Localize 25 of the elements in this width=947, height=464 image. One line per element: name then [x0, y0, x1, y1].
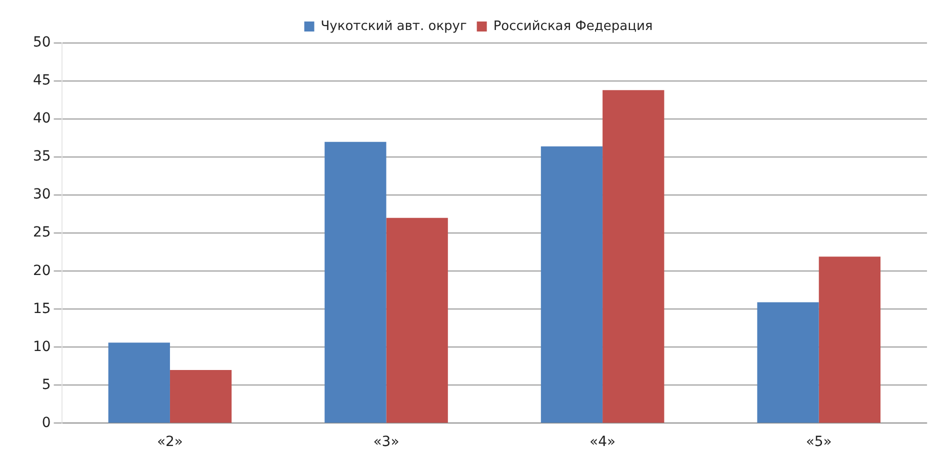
bar [386, 218, 448, 423]
y-tick-label: 10 [32, 338, 51, 355]
y-tick-label: 0 [42, 414, 51, 431]
bar [108, 342, 170, 423]
y-tick-label: 15 [32, 300, 51, 317]
bar [324, 142, 386, 423]
bar [170, 370, 232, 423]
x-tick-label: «3» [373, 434, 400, 450]
legend-label: Российская Федерация [493, 18, 653, 34]
y-tick-label: 5 [42, 376, 51, 393]
legend-label: Чукотский авт. округ [320, 18, 467, 34]
bar [818, 256, 880, 423]
y-tick-label: 25 [32, 224, 51, 241]
y-tick-label: 50 [32, 34, 51, 51]
y-tick-label: 20 [32, 262, 51, 279]
y-tick-label: 35 [32, 148, 51, 165]
bar [540, 146, 603, 423]
bar [757, 302, 819, 423]
y-tick-label: 40 [32, 110, 51, 127]
x-tick-label: «4» [590, 434, 616, 450]
x-tick-label: «2» [156, 434, 183, 450]
bar [602, 90, 664, 423]
x-tick-label: «5» [806, 434, 832, 450]
y-tick-label: 30 [32, 186, 51, 203]
y-tick-label: 45 [32, 72, 51, 89]
